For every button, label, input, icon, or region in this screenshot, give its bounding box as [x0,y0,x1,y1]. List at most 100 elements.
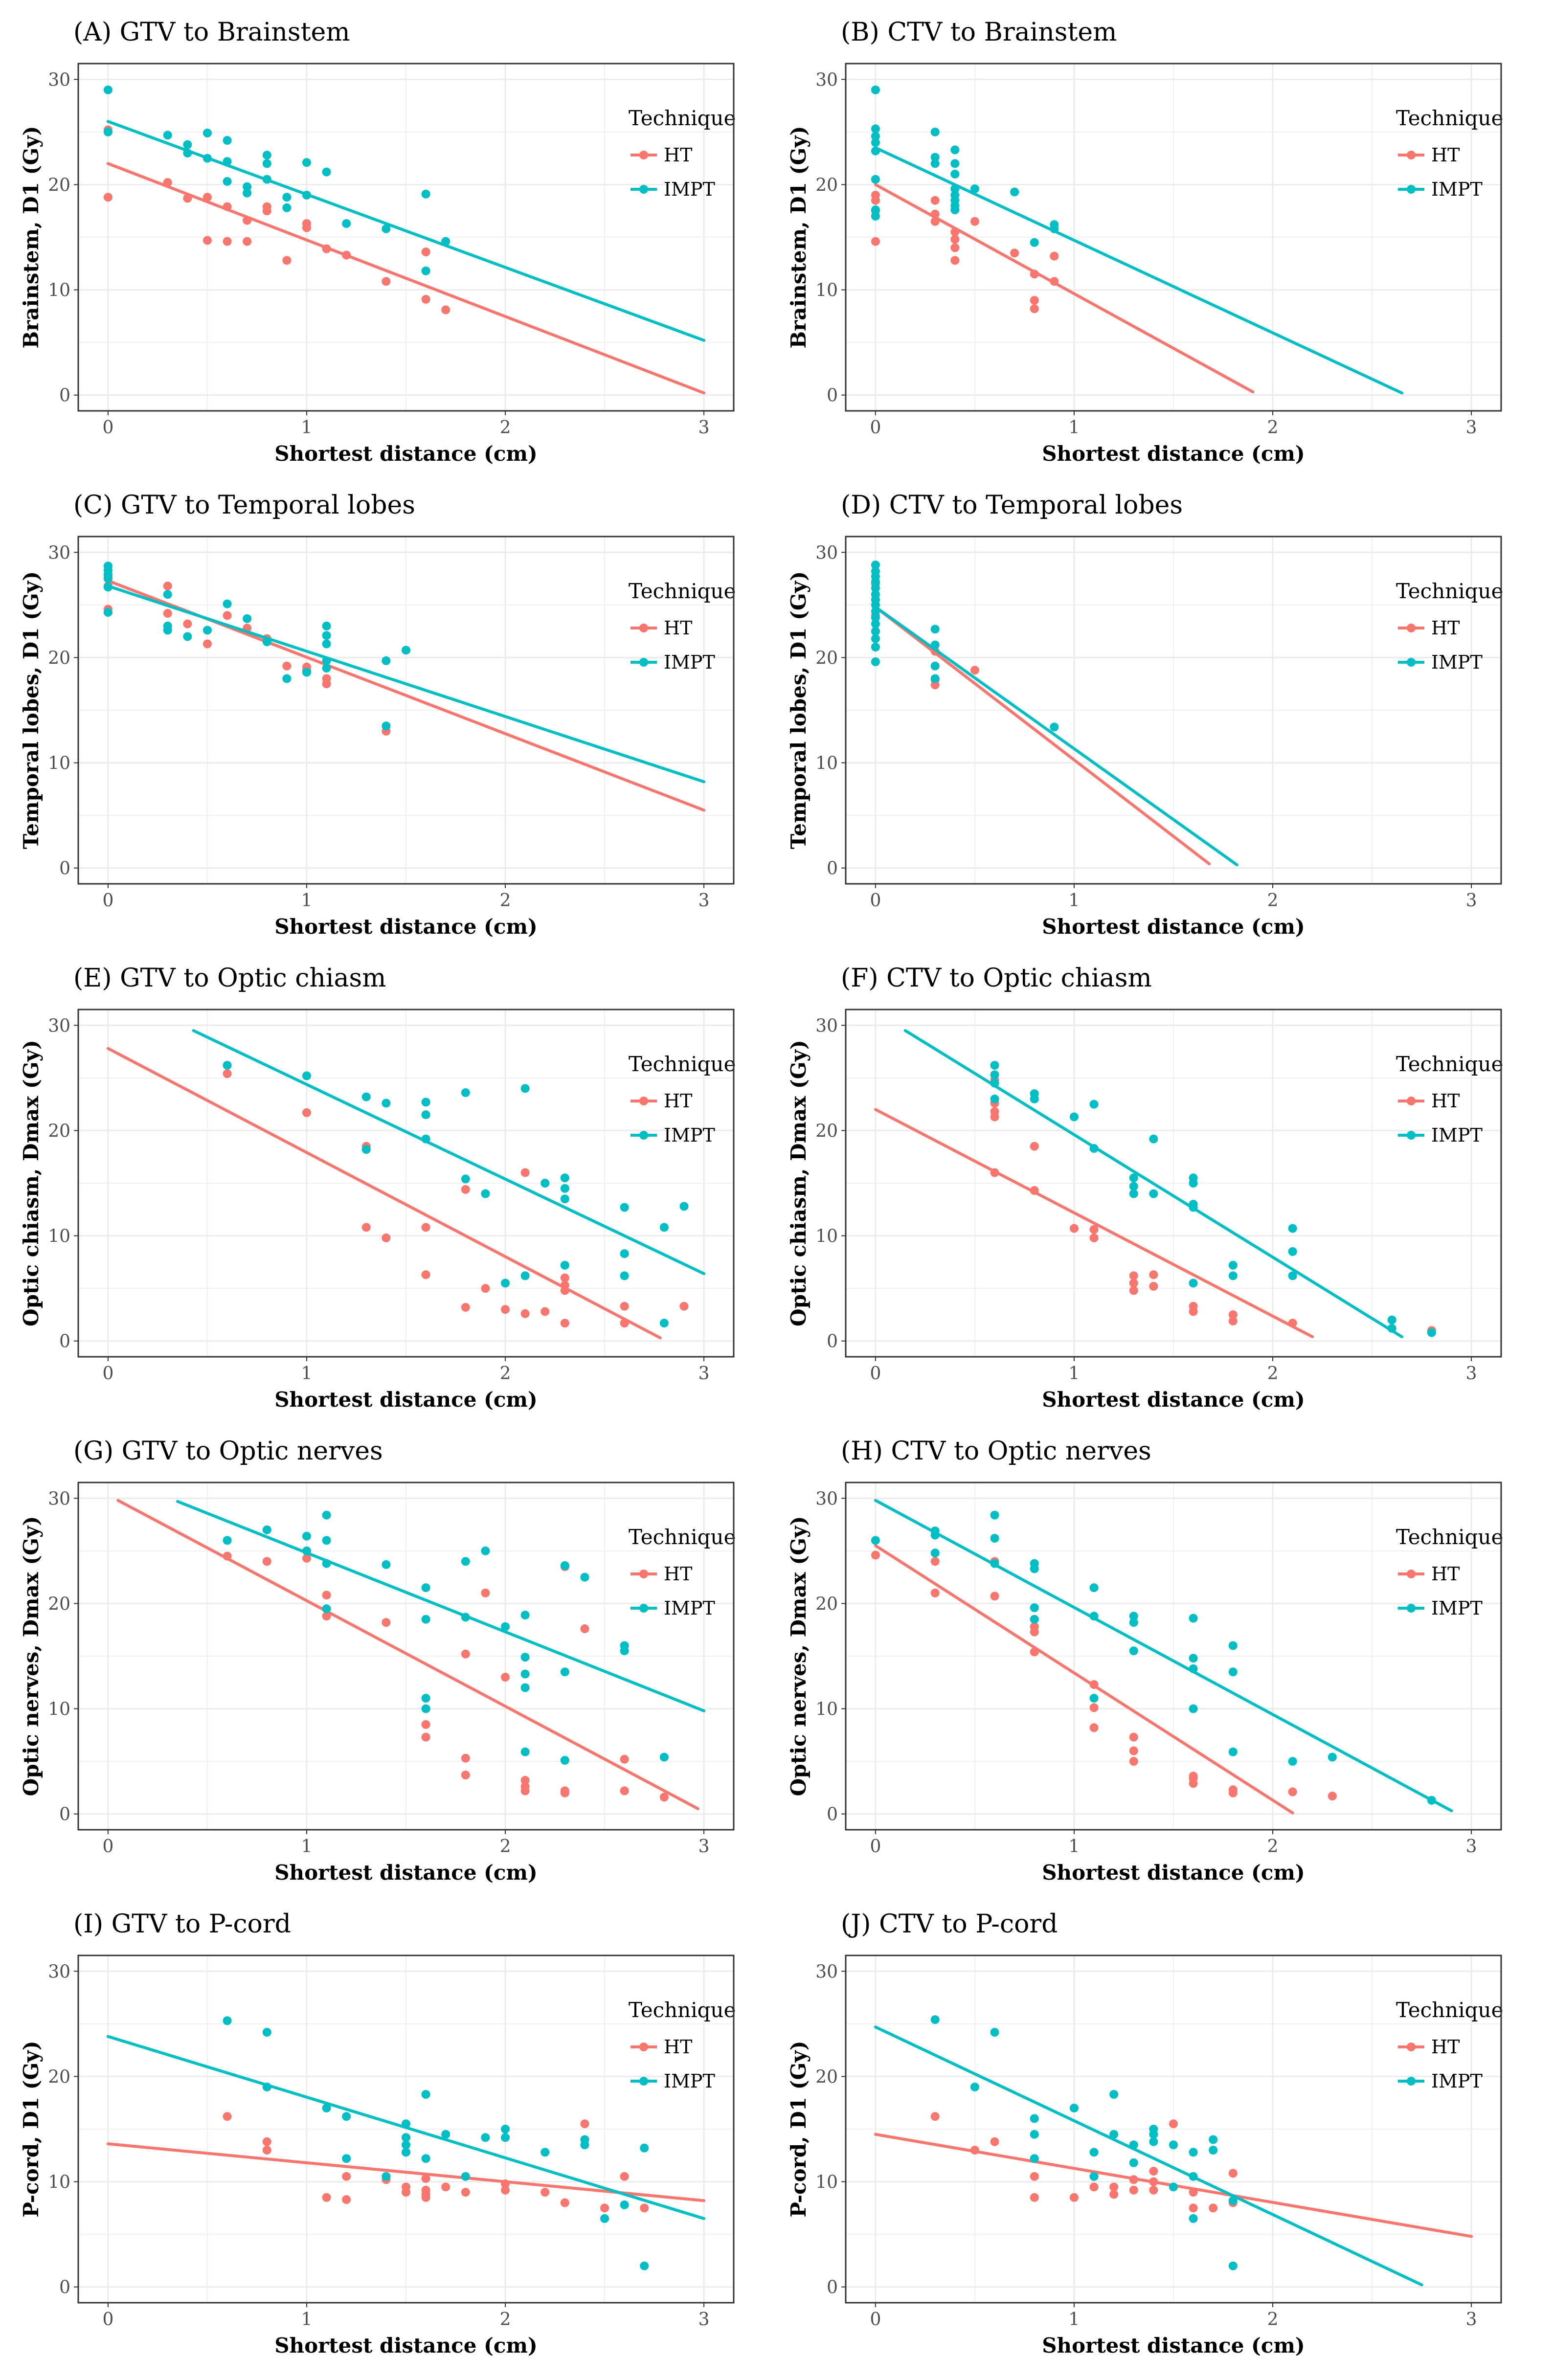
y-tick-label: 10 [815,754,838,774]
y-tick-label: 10 [48,1227,70,1247]
legend-label-ht: HT [1431,617,1460,639]
data-point-impt [1228,1641,1238,1650]
data-point-ht [262,206,271,216]
legend-title: Technique [1396,579,1503,603]
data-point-impt [302,158,311,167]
data-point-impt [262,1525,271,1534]
y-tick-label: 10 [815,1227,838,1247]
x-tick-label: 2 [500,418,511,438]
data-point-impt [243,614,252,623]
data-point-impt [1129,1189,1138,1198]
y-tick-label: 20 [48,175,70,195]
legend-label-impt: IMPT [664,651,715,673]
data-point-ht [223,611,232,620]
data-point-impt [1089,2172,1099,2181]
fit-line-impt [874,2025,1423,2287]
y-tick-label: 0 [827,859,838,879]
data-point-impt [223,177,232,186]
data-point-impt [871,205,880,215]
fit-line-ht [874,1544,1294,1815]
data-point-ht [560,2198,569,2207]
panel-border [77,1009,735,1358]
data-point-impt [302,1531,311,1541]
data-point-impt [520,1669,530,1679]
data-point-impt [1109,2090,1119,2099]
y-tick-label: 30 [48,543,70,563]
y-axis-label: P-cord, D1 (Gy) [787,2041,810,2217]
panel-border [845,63,1502,412]
y-tick-label: 10 [48,2173,70,2193]
data-point-impt [871,124,880,134]
x-axis-label: Shortest distance (cm) [274,1388,538,1412]
legend-label-ht: HT [1431,1090,1460,1112]
panel-border [845,1482,1502,1831]
data-point-ht [1189,1779,1198,1788]
x-axis-label: Shortest distance (cm) [274,1861,538,1885]
data-point-impt [871,85,880,94]
legend-marker-impt [639,2077,648,2086]
data-point-ht [1010,248,1019,258]
x-tick-label: 0 [870,891,881,911]
data-point-impt [163,590,172,599]
data-point-ht [1089,1703,1099,1712]
x-tick-label: 3 [698,891,710,911]
data-point-ht [930,680,940,690]
data-point-ht [1030,1142,1039,1151]
legend-marker-ht [1407,1097,1416,1105]
data-point-impt [223,1536,232,1545]
legend-marker-ht [1407,151,1416,159]
data-point-impt [679,1202,689,1211]
data-point-ht [560,1319,569,1328]
x-tick-label: 0 [870,418,881,438]
data-point-impt [262,159,271,168]
data-point-impt [1089,2148,1099,2157]
data-point-impt [560,1260,569,1270]
x-axis-label: Shortest distance (cm) [1042,2334,1305,2358]
chart-title: (G) GTV to Optic nerves [73,1437,383,1466]
data-point-impt [421,1098,430,1107]
data-point-impt [1089,1583,1099,1593]
y-tick-label: 30 [815,1962,838,1982]
data-point-impt [461,1174,470,1184]
data-point-impt [560,1194,569,1204]
data-point-ht [203,639,212,649]
data-point-impt [1189,1704,1198,1713]
x-tick-label: 0 [102,1364,113,1384]
data-point-ht [679,1302,689,1311]
data-point-impt [871,619,880,629]
x-tick-label: 2 [1267,1837,1279,1857]
data-point-ht [620,2172,629,2181]
y-tick-label: 30 [48,1016,70,1036]
fit-line-impt [874,606,1238,867]
legend-title: Technique [629,1052,736,1076]
data-point-ht [871,237,880,246]
data-point-ht [520,1168,530,1177]
x-tick-label: 3 [1466,2310,1477,2330]
data-point-ht [342,2172,351,2181]
data-point-ht [930,196,940,205]
data-point-impt [1010,187,1019,197]
y-tick-label: 20 [48,1121,70,1141]
data-point-ht [520,1309,530,1318]
data-point-impt [382,721,391,731]
y-tick-label: 30 [815,543,838,563]
data-point-ht [461,1649,470,1659]
fit-line-impt [106,2035,706,2220]
y-tick-label: 30 [48,1489,70,1509]
fit-line-impt [192,1029,706,1276]
data-point-ht [520,1775,530,1785]
data-point-impt [183,140,192,149]
data-point-impt [243,182,252,191]
data-point-impt [520,1683,530,1692]
data-point-impt [1387,1315,1396,1325]
data-point-impt [1069,1112,1079,1122]
data-point-impt [203,626,212,635]
legend-title: Technique [629,106,736,130]
panel-border [77,63,735,412]
chart-title: (A) GTV to Brainstem [73,18,350,47]
data-point-impt [421,189,430,199]
x-tick-label: 3 [1466,1837,1477,1857]
y-tick-label: 30 [815,1489,838,1509]
